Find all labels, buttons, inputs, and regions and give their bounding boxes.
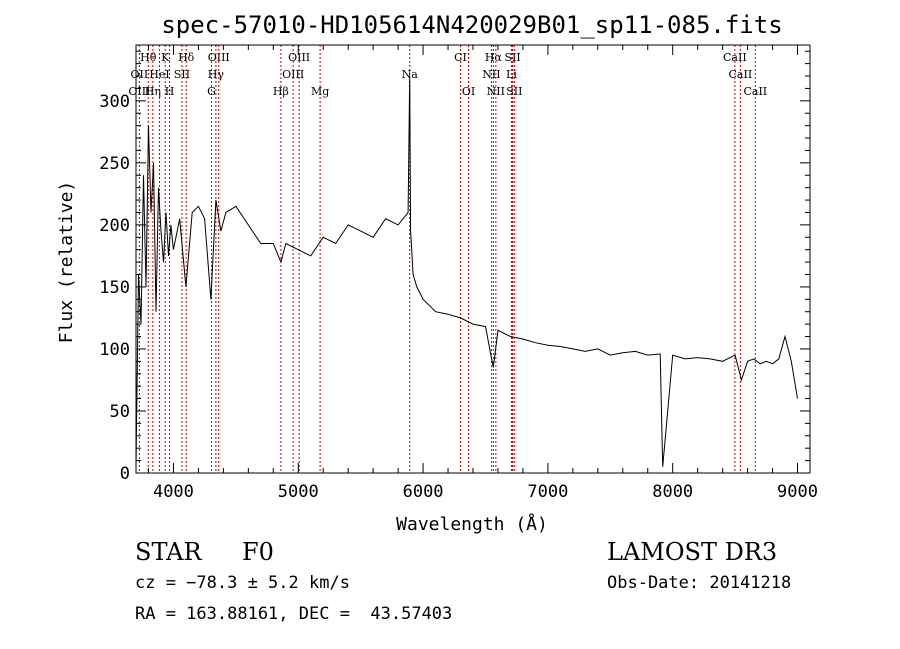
line-label: Na <box>402 68 419 81</box>
x-tick-label: 4000 <box>153 482 194 502</box>
y-tick-label: 0 <box>120 464 130 484</box>
x-tick-label: 6000 <box>403 482 444 502</box>
line-label: Hθ <box>140 51 157 64</box>
line-markers <box>138 45 756 473</box>
survey-name: LAMOST DR3 <box>607 538 778 566</box>
line-label: NII <box>482 68 500 81</box>
y-tick-label: 200 <box>99 216 130 236</box>
chart-title: spec-57010-HD105614N420029B01_sp11-085.f… <box>161 11 782 39</box>
line-label: Hδ <box>178 51 195 64</box>
y-tick-label: 250 <box>99 154 130 174</box>
line-label: Hβ <box>273 85 289 98</box>
line-label: Hγ <box>208 68 225 81</box>
spectral-subclass: F0 <box>242 538 274 566</box>
x-tick-label: 8000 <box>652 482 693 502</box>
line-label: CI <box>454 51 467 64</box>
x-tick-label: 9000 <box>777 482 818 502</box>
line-label: OII <box>131 68 149 81</box>
line-label: SII <box>504 51 520 64</box>
line-label: CaII <box>729 68 753 81</box>
line-label: H <box>165 85 175 98</box>
redshift-info: cz = −78.3 ± 5.2 km/s <box>135 573 350 593</box>
y-axis-ticks: 0 50 100 150 200 250 300 <box>99 50 810 484</box>
line-label: K <box>161 51 170 64</box>
line-label: SII <box>174 68 190 81</box>
line-label: G <box>207 85 216 98</box>
line-label: Mg <box>311 85 329 98</box>
line-label: Hη <box>145 85 161 98</box>
x-tick-label: 5000 <box>278 482 319 502</box>
x-axis-label: Wavelength (Å) <box>396 513 548 535</box>
coordinates: RA = 163.88161, DEC = 43.57403 <box>135 604 453 624</box>
line-label: SII <box>506 85 522 98</box>
y-tick-label: 50 <box>110 402 130 422</box>
line-label: Li <box>506 68 517 81</box>
line-label: NII <box>487 85 505 98</box>
line-label: OI <box>462 85 475 98</box>
x-tick-label: 7000 <box>527 482 568 502</box>
spectrum-line <box>135 75 798 467</box>
line-label: CaII <box>743 85 767 98</box>
line-label: OIII <box>288 51 310 64</box>
line-label: OIII <box>282 68 304 81</box>
line-label: OIII <box>208 51 230 64</box>
y-tick-label: 100 <box>99 340 130 360</box>
x-axis-ticks: 4000 5000 6000 7000 8000 9000 <box>147 45 818 502</box>
y-tick-label: 300 <box>99 92 130 112</box>
line-label: OIII <box>128 85 150 98</box>
object-class: STAR <box>135 538 202 566</box>
obs-date: Obs-Date: 20141218 <box>607 573 792 593</box>
line-label: Hα <box>485 51 503 64</box>
line-label: HeI <box>149 68 169 81</box>
y-axis-label: Flux (relative) <box>56 181 77 344</box>
plot-frame <box>135 44 811 474</box>
line-label: CaII <box>723 51 747 64</box>
y-tick-label: 150 <box>99 278 130 298</box>
